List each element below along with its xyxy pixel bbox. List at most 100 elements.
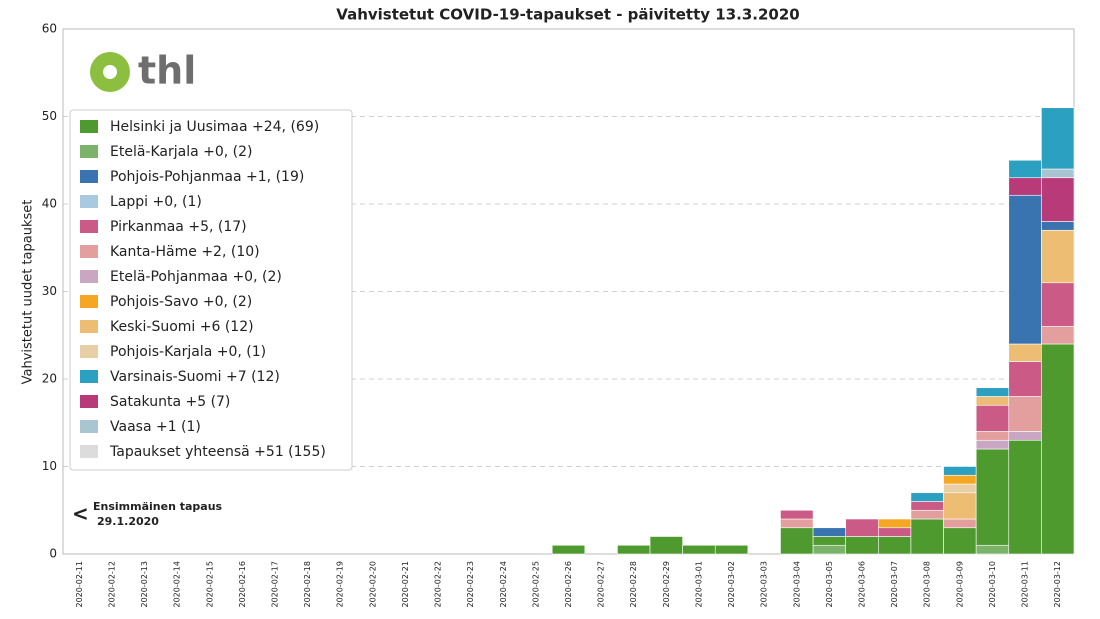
annotation-arrow: <	[72, 502, 89, 526]
legend-swatch	[80, 345, 98, 358]
bar-segment	[878, 536, 912, 555]
bar-segment	[975, 431, 1010, 441]
y-tick-label: 40	[42, 197, 57, 211]
bar-segment	[812, 536, 847, 546]
legend-swatch	[80, 395, 98, 408]
x-tick-label: 2020-03-07	[890, 561, 899, 608]
x-tick-label: 2020-03-03	[760, 561, 769, 608]
legend-swatch	[80, 270, 98, 283]
bar-segment	[1008, 431, 1042, 441]
x-tick-label: 2020-03-12	[1053, 561, 1062, 608]
y-axis-label: Vahvistetut uudet tapaukset	[21, 200, 36, 385]
bar-segment	[780, 527, 814, 555]
legend-swatch	[80, 245, 98, 258]
x-tick-label: 2020-02-16	[238, 561, 247, 608]
x-tick-label: 2020-03-02	[727, 561, 736, 608]
bar-segment	[975, 544, 1010, 555]
legend-swatch	[80, 370, 98, 383]
x-tick-label: 2020-03-11	[1021, 561, 1030, 608]
annotation-text: 29.1.2020	[97, 515, 159, 528]
bar-segment	[878, 518, 912, 529]
bar-segment	[812, 527, 847, 537]
bar-segment	[780, 509, 814, 520]
x-tick-label: 2020-02-21	[401, 561, 410, 608]
x-tick-label: 2020-02-28	[629, 561, 638, 608]
bar-segment	[1041, 326, 1075, 345]
legend-swatch	[80, 120, 98, 133]
bar-segment	[943, 483, 977, 494]
bar-segment	[910, 492, 944, 502]
bar-segment	[1041, 343, 1075, 555]
logo-icon-center	[103, 65, 117, 79]
bar-segment	[975, 404, 1010, 432]
bar-segment	[1008, 194, 1042, 345]
legend-swatch	[80, 420, 98, 433]
bar-segment	[845, 536, 879, 555]
bar-segment	[1041, 177, 1075, 222]
x-tick-label: 2020-03-01	[694, 561, 703, 608]
legend-label: Kanta-Häme +2, (10)	[110, 244, 260, 260]
bar-segment	[780, 518, 814, 529]
bar-segment	[910, 509, 944, 520]
bar-segment	[812, 544, 847, 555]
legend-swatch	[80, 295, 98, 308]
bar-segment	[1008, 343, 1042, 362]
legend-label: Etelä-Karjala +0, (2)	[110, 144, 253, 160]
x-tick-label: 2020-02-24	[499, 561, 508, 608]
x-tick-label: 2020-03-06	[858, 561, 867, 608]
bar-segment	[1041, 221, 1075, 231]
y-tick-label: 30	[42, 284, 57, 298]
x-tick-label: 2020-03-04	[792, 561, 801, 608]
y-tick-label: 60	[42, 22, 57, 36]
bar-segment	[1008, 159, 1042, 179]
legend-label: Tapaukset yhteensä +51 (155)	[109, 444, 326, 460]
x-tick-label: 2020-03-05	[825, 561, 834, 608]
x-tick-label: 2020-02-13	[140, 561, 149, 608]
bar-segment	[975, 387, 1010, 397]
bar-segment	[1008, 177, 1042, 196]
x-tick-label: 2020-03-08	[923, 561, 932, 608]
x-tick-label: 2020-02-22	[434, 561, 443, 608]
x-tick-label: 2020-02-11	[75, 561, 84, 608]
bar-segment	[943, 466, 977, 476]
x-tick-label: 2020-02-20	[368, 561, 377, 608]
bar-segment	[943, 527, 977, 555]
legend-label: Keski-Suomi +6 (12)	[110, 319, 254, 335]
legend-box	[69, 109, 353, 471]
bar-segment	[910, 518, 944, 555]
x-tick-label: 2020-02-18	[303, 561, 312, 608]
x-tick-label: 2020-02-29	[662, 561, 671, 608]
bar-segment	[551, 544, 586, 555]
annotation-text: Ensimmäinen tapaus	[93, 500, 223, 513]
x-tick-label: 2020-02-23	[466, 561, 475, 608]
legend-label: Lappi +0, (1)	[110, 194, 202, 210]
legend-label: Varsinais-Suomi +7 (12)	[110, 369, 280, 385]
x-tick-label: 2020-02-15	[205, 561, 214, 608]
bar-segment	[943, 492, 977, 520]
chart-title: Vahvistetut COVID-19-tapaukset - päivite…	[336, 6, 799, 24]
x-tick-label: 2020-02-25	[531, 561, 540, 608]
bar-segment	[1041, 107, 1075, 170]
bar-segment	[617, 544, 651, 555]
bar-segment	[1008, 361, 1042, 397]
legend-swatch	[80, 170, 98, 183]
x-tick-label: 2020-02-19	[336, 561, 345, 608]
legend-swatch	[80, 220, 98, 233]
bar-segment	[975, 448, 1010, 546]
legend-label: Satakunta +5 (7)	[110, 394, 230, 410]
bar-segment	[910, 501, 944, 511]
bar-segment	[975, 396, 1010, 406]
x-tick-label: 2020-02-26	[564, 561, 573, 608]
y-tick-label: 10	[42, 459, 57, 473]
bar-segment	[649, 536, 683, 555]
bar-segment	[975, 439, 1010, 450]
y-tick-label: 50	[42, 109, 57, 123]
x-tick-label: 2020-02-14	[173, 561, 182, 608]
legend-label: Pohjois-Karjala +0, (1)	[110, 344, 266, 360]
legend-label: Etelä-Pohjanmaa +0, (2)	[110, 269, 282, 285]
legend-label: Helsinki ja Uusimaa +24, (69)	[110, 119, 319, 135]
legend: Helsinki ja Uusimaa +24, (69) Etelä-Karja…	[69, 109, 353, 471]
bar-segment	[878, 527, 912, 537]
bar-segment	[1041, 282, 1075, 327]
bar-segment	[943, 518, 977, 529]
